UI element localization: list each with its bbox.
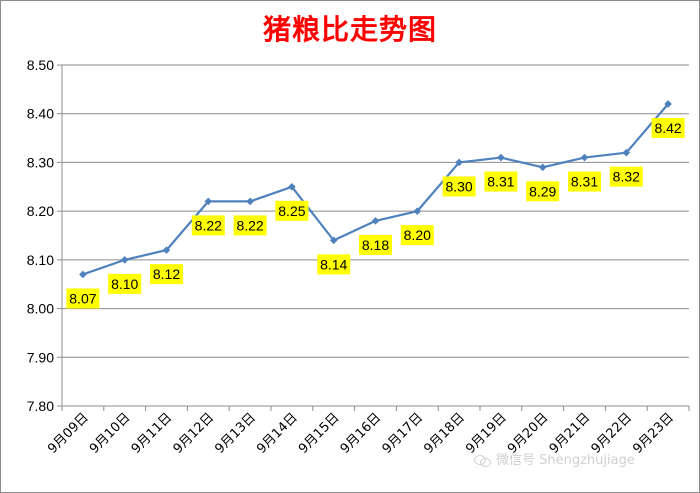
- data-point-marker: [79, 270, 87, 279]
- data-point-marker: [329, 236, 338, 245]
- chart-title: 猪粮比走势图: [262, 13, 437, 46]
- data-label-background: [609, 166, 643, 187]
- data-label-background: [359, 234, 392, 255]
- data-label: 8.29: [529, 183, 556, 199]
- gridlines: [62, 64, 689, 358]
- data-label: 8.42: [654, 120, 681, 136]
- data-labels: 8.07 8.10 8.12 8.22 8.22 8.25 8.14 8.18 8.20 8.30…: [66, 117, 685, 309]
- data-label: 8.32: [613, 169, 640, 185]
- wechat-icon: [474, 454, 492, 468]
- data-label: 8.22: [236, 217, 263, 233]
- y-tick-label: 8.20: [27, 203, 54, 219]
- data-label-background: [400, 225, 434, 246]
- data-label: 8.07: [69, 290, 96, 306]
- data-label: 8.20: [404, 227, 431, 243]
- data-label-background: [526, 181, 560, 202]
- data-label-background: [651, 117, 685, 138]
- x-tick-label: 9月10日: [87, 410, 134, 457]
- y-tick-label: 8.00: [27, 301, 54, 317]
- data-label-background: [66, 288, 100, 309]
- y-tick-label: 7.80: [27, 398, 54, 414]
- x-tick-label: 9月11日: [129, 410, 176, 457]
- data-label: 8.31: [571, 174, 598, 190]
- x-tick-label: 9月12日: [171, 410, 218, 457]
- series-line: [79, 100, 672, 279]
- watermark-text: 微信号 Shengzhujiage: [496, 453, 635, 468]
- data-label: 8.18: [362, 237, 389, 253]
- x-tick-label: 9月09日: [45, 410, 92, 457]
- data-point-marker: [162, 246, 171, 254]
- y-tick-label: 8.10: [27, 252, 54, 268]
- data-label: 8.12: [153, 266, 180, 282]
- data-label: 8.30: [445, 178, 472, 194]
- data-point-marker: [538, 163, 547, 172]
- x-tick-label: 9月18日: [421, 410, 468, 457]
- data-label: 8.25: [278, 203, 305, 219]
- data-point-marker: [288, 182, 296, 191]
- data-label: 8.14: [320, 256, 347, 272]
- data-point-marker: [664, 100, 672, 108]
- x-tick-label: 9月14日: [254, 410, 301, 457]
- data-point-marker: [580, 153, 589, 162]
- x-tick-label: 9月16日: [338, 410, 385, 457]
- y-tick-label: 8.30: [27, 154, 54, 170]
- x-tick-label: 9月15日: [296, 410, 343, 457]
- data-label-background: [484, 171, 518, 192]
- data-label: 8.22: [195, 217, 222, 233]
- x-tick-label: 9月13日: [212, 410, 259, 457]
- data-label-background: [568, 171, 601, 192]
- data-point-marker: [371, 217, 380, 225]
- data-point-marker: [120, 256, 129, 264]
- axes: 7.807.908.008.108.208.308.408.509月09日9月1…: [27, 57, 690, 457]
- data-point-marker: [455, 158, 463, 167]
- data-label-background: [150, 264, 183, 285]
- data-point-marker: [497, 153, 505, 162]
- data-label-background: [275, 200, 309, 221]
- data-point-marker: [622, 148, 631, 157]
- y-tick-label: 8.50: [27, 57, 54, 73]
- data-label-background: [442, 176, 476, 197]
- data-label-background: [233, 215, 267, 236]
- x-tick-label: 9月17日: [380, 410, 427, 457]
- data-label-background: [191, 215, 225, 236]
- data-label-background: [317, 254, 351, 275]
- data-point-marker: [413, 207, 422, 215]
- data-label: 8.10: [111, 276, 138, 292]
- watermark: 微信号 Shengzhujiage: [474, 449, 635, 468]
- data-point-marker: [204, 197, 213, 206]
- x-tick-label: 9月23日: [630, 410, 677, 457]
- y-tick-label: 8.40: [27, 106, 54, 122]
- y-tick-label: 7.90: [27, 349, 54, 365]
- data-label: 8.31: [487, 174, 514, 190]
- data-point-marker: [246, 197, 254, 206]
- data-label-background: [108, 273, 142, 294]
